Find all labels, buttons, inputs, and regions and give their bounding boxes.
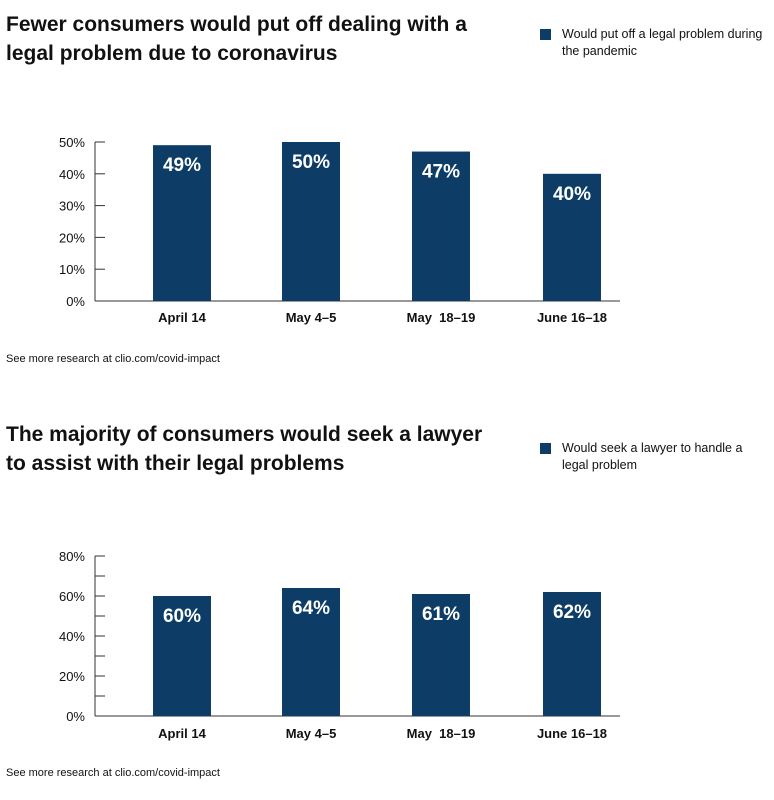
x-category-label: April 14 (158, 726, 206, 741)
chart-panel-put-off: Fewer consumers would put off dealing wi… (0, 0, 774, 390)
y-tick-label: 10% (59, 262, 85, 277)
legend-swatch (540, 29, 551, 40)
y-tick-label: 60% (59, 589, 85, 604)
y-tick-label: 20% (59, 669, 85, 684)
footnote: See more research at clio.com/covid-impa… (6, 767, 220, 779)
y-tick-label: 40% (59, 167, 85, 182)
x-category-label: May 4–5 (286, 726, 337, 741)
x-category-label: May 4–5 (286, 310, 337, 325)
x-category-label: May 18–19 (407, 310, 476, 325)
bar (412, 151, 470, 301)
x-category-label: June 16–18 (537, 310, 607, 325)
x-category-label: April 14 (158, 310, 206, 325)
y-tick-label: 80% (59, 549, 85, 564)
bar-value-label: 50% (292, 152, 330, 173)
bar (282, 588, 340, 716)
bar (153, 145, 211, 301)
bar-chart: 0% 20% 40% 60% 80% 60% April 14 64% May 4–5 61% Ma… (59, 549, 620, 741)
y-tick-label: 30% (59, 199, 85, 214)
chart-title: Fewer consumers would put off dealing wi… (6, 13, 467, 65)
y-tick-label: 0% (66, 709, 85, 724)
y-tick-label: 50% (59, 135, 85, 150)
y-tick-label: 20% (59, 230, 85, 245)
chart-panel-seek-lawyer: The majority of consumers would seek a l… (0, 410, 774, 800)
bar-chart: 0% 10% 20% 30% 40% 50% 49% April 14 50% May 4–5 47… (59, 135, 620, 325)
bar-value-label: 47% (422, 162, 460, 183)
bar (282, 142, 340, 301)
bar-value-label: 49% (163, 155, 201, 176)
x-category-label: June 16–18 (537, 726, 607, 741)
legend-swatch (540, 443, 551, 454)
bar (543, 173, 601, 301)
legend-label: Would put off a legal problem during the… (562, 27, 763, 58)
footnote: See more research at clio.com/covid-impa… (6, 353, 220, 365)
bar-value-label: 61% (422, 604, 460, 625)
bar-value-label: 64% (292, 598, 330, 619)
chart-title: The majority of consumers would seek a l… (6, 423, 483, 475)
bar (412, 594, 470, 716)
bar-value-label: 40% (553, 184, 591, 205)
y-tick-label: 40% (59, 629, 85, 644)
bar-value-label: 62% (553, 602, 591, 623)
bar (153, 596, 211, 716)
y-tick-label: 0% (66, 294, 85, 309)
bar-value-label: 60% (163, 606, 201, 627)
x-category-label: May 18–19 (407, 726, 476, 741)
legend-label: Would seek a lawyer to handle a legal pr… (562, 441, 743, 472)
bar (543, 592, 601, 716)
